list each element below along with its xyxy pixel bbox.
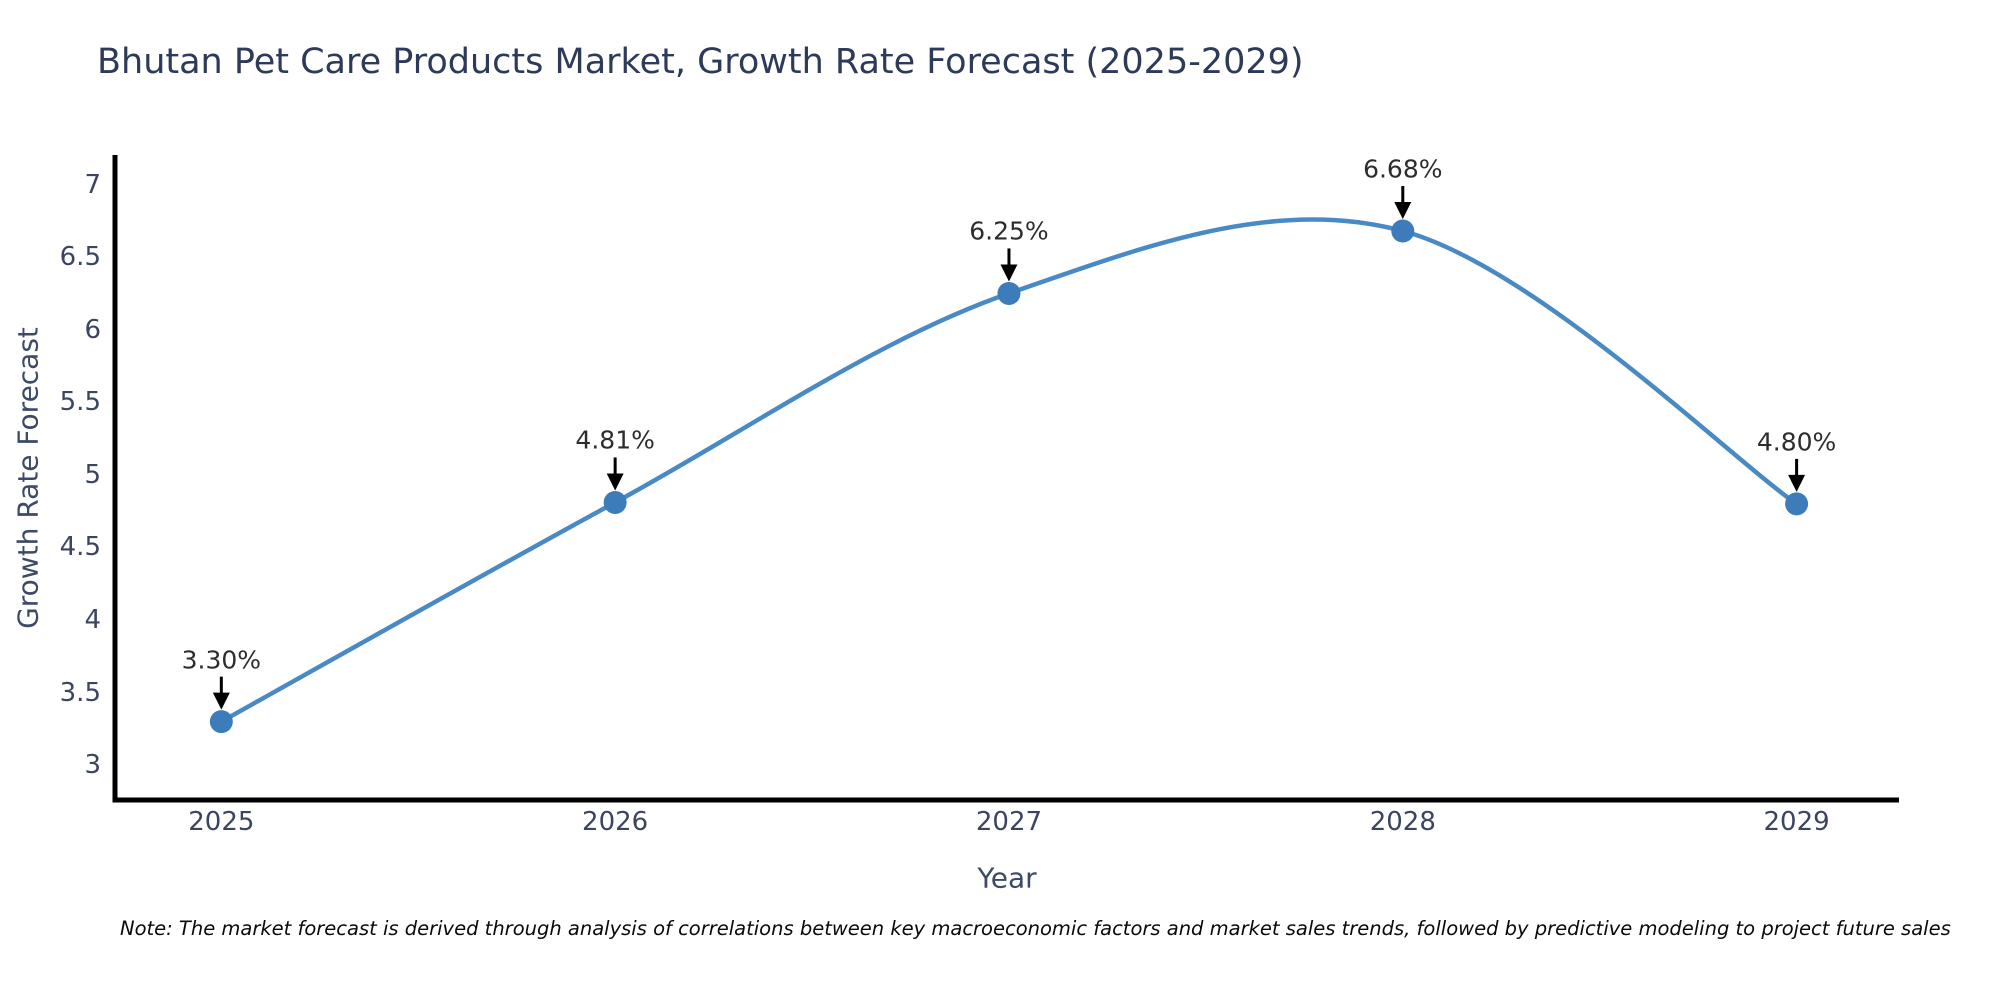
data-point-marker[interactable] (209, 710, 233, 734)
x-tick-label: 2029 (1763, 807, 1830, 837)
data-point-value-label: 4.81% (575, 425, 655, 455)
chart-title: Bhutan Pet Care Products Market, Growth … (97, 42, 1304, 82)
annotation-arrow-head (1394, 202, 1412, 220)
y-tick-label: 5.5 (59, 387, 101, 418)
data-point-marker[interactable] (603, 490, 627, 514)
y-tick-label: 4.5 (59, 532, 101, 563)
y-tick-label: 6.5 (59, 242, 101, 273)
x-tick-label: 2027 (975, 807, 1043, 837)
y-tick-label: 5 (84, 459, 101, 490)
x-tick-label: 2026 (582, 807, 649, 837)
x-tick-label: 2025 (188, 807, 255, 837)
data-point-value-label: 3.30% (181, 645, 262, 675)
y-tick-label: 7 (84, 169, 101, 200)
x-tick-label: 2028 (1369, 807, 1436, 837)
annotation-arrow-head (212, 692, 230, 710)
data-point-value-label: 6.68% (1363, 154, 1443, 184)
data-point-value-label: 4.80% (1756, 427, 1837, 457)
annotation-arrow-head (1788, 474, 1806, 492)
annotation-arrow-head (606, 473, 624, 491)
y-tick-label: 6 (84, 314, 101, 345)
x-axis-title: Year (977, 861, 1037, 895)
data-point-marker[interactable] (997, 281, 1021, 305)
chart-note: Note: The market forecast is derived thr… (120, 917, 1951, 940)
y-tick-label: 3 (84, 750, 101, 781)
data-point-marker[interactable] (1391, 219, 1415, 243)
y-tick-label: 4 (84, 605, 101, 636)
y-tick-label: 3.5 (59, 677, 101, 708)
data-point-marker[interactable] (1785, 492, 1809, 516)
annotation-arrow-head (1000, 264, 1018, 282)
data-point-value-label: 6.25% (969, 216, 1049, 246)
